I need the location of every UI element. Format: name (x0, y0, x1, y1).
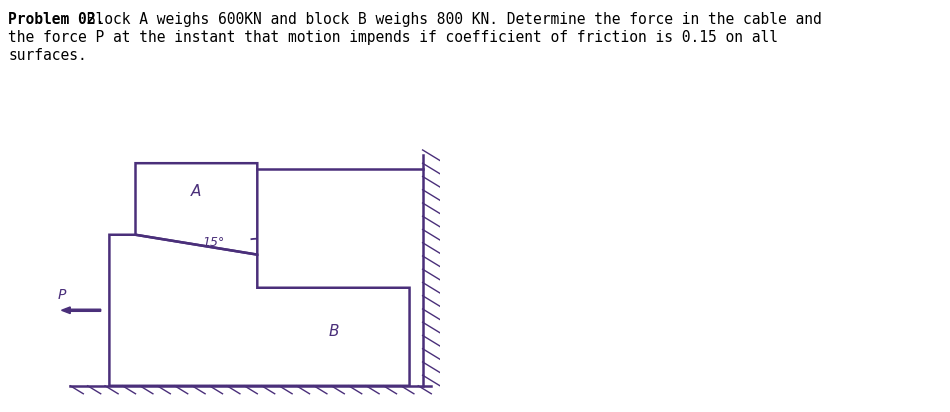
Text: A: A (191, 183, 201, 199)
Text: P: P (57, 288, 66, 302)
Text: the force P at the instant that motion impends if coefficient of friction is 0.1: the force P at the instant that motion i… (8, 30, 778, 45)
Text: surfaces.: surfaces. (8, 48, 86, 63)
Text: B: B (328, 324, 339, 339)
Text: 15°: 15° (202, 236, 225, 249)
Text: Block A weighs 600KN and block B weighs 800 KN. Determine the force in the cable: Block A weighs 600KN and block B weighs … (78, 12, 822, 27)
FancyArrow shape (62, 307, 101, 314)
Text: Problem 02.: Problem 02. (8, 12, 104, 27)
